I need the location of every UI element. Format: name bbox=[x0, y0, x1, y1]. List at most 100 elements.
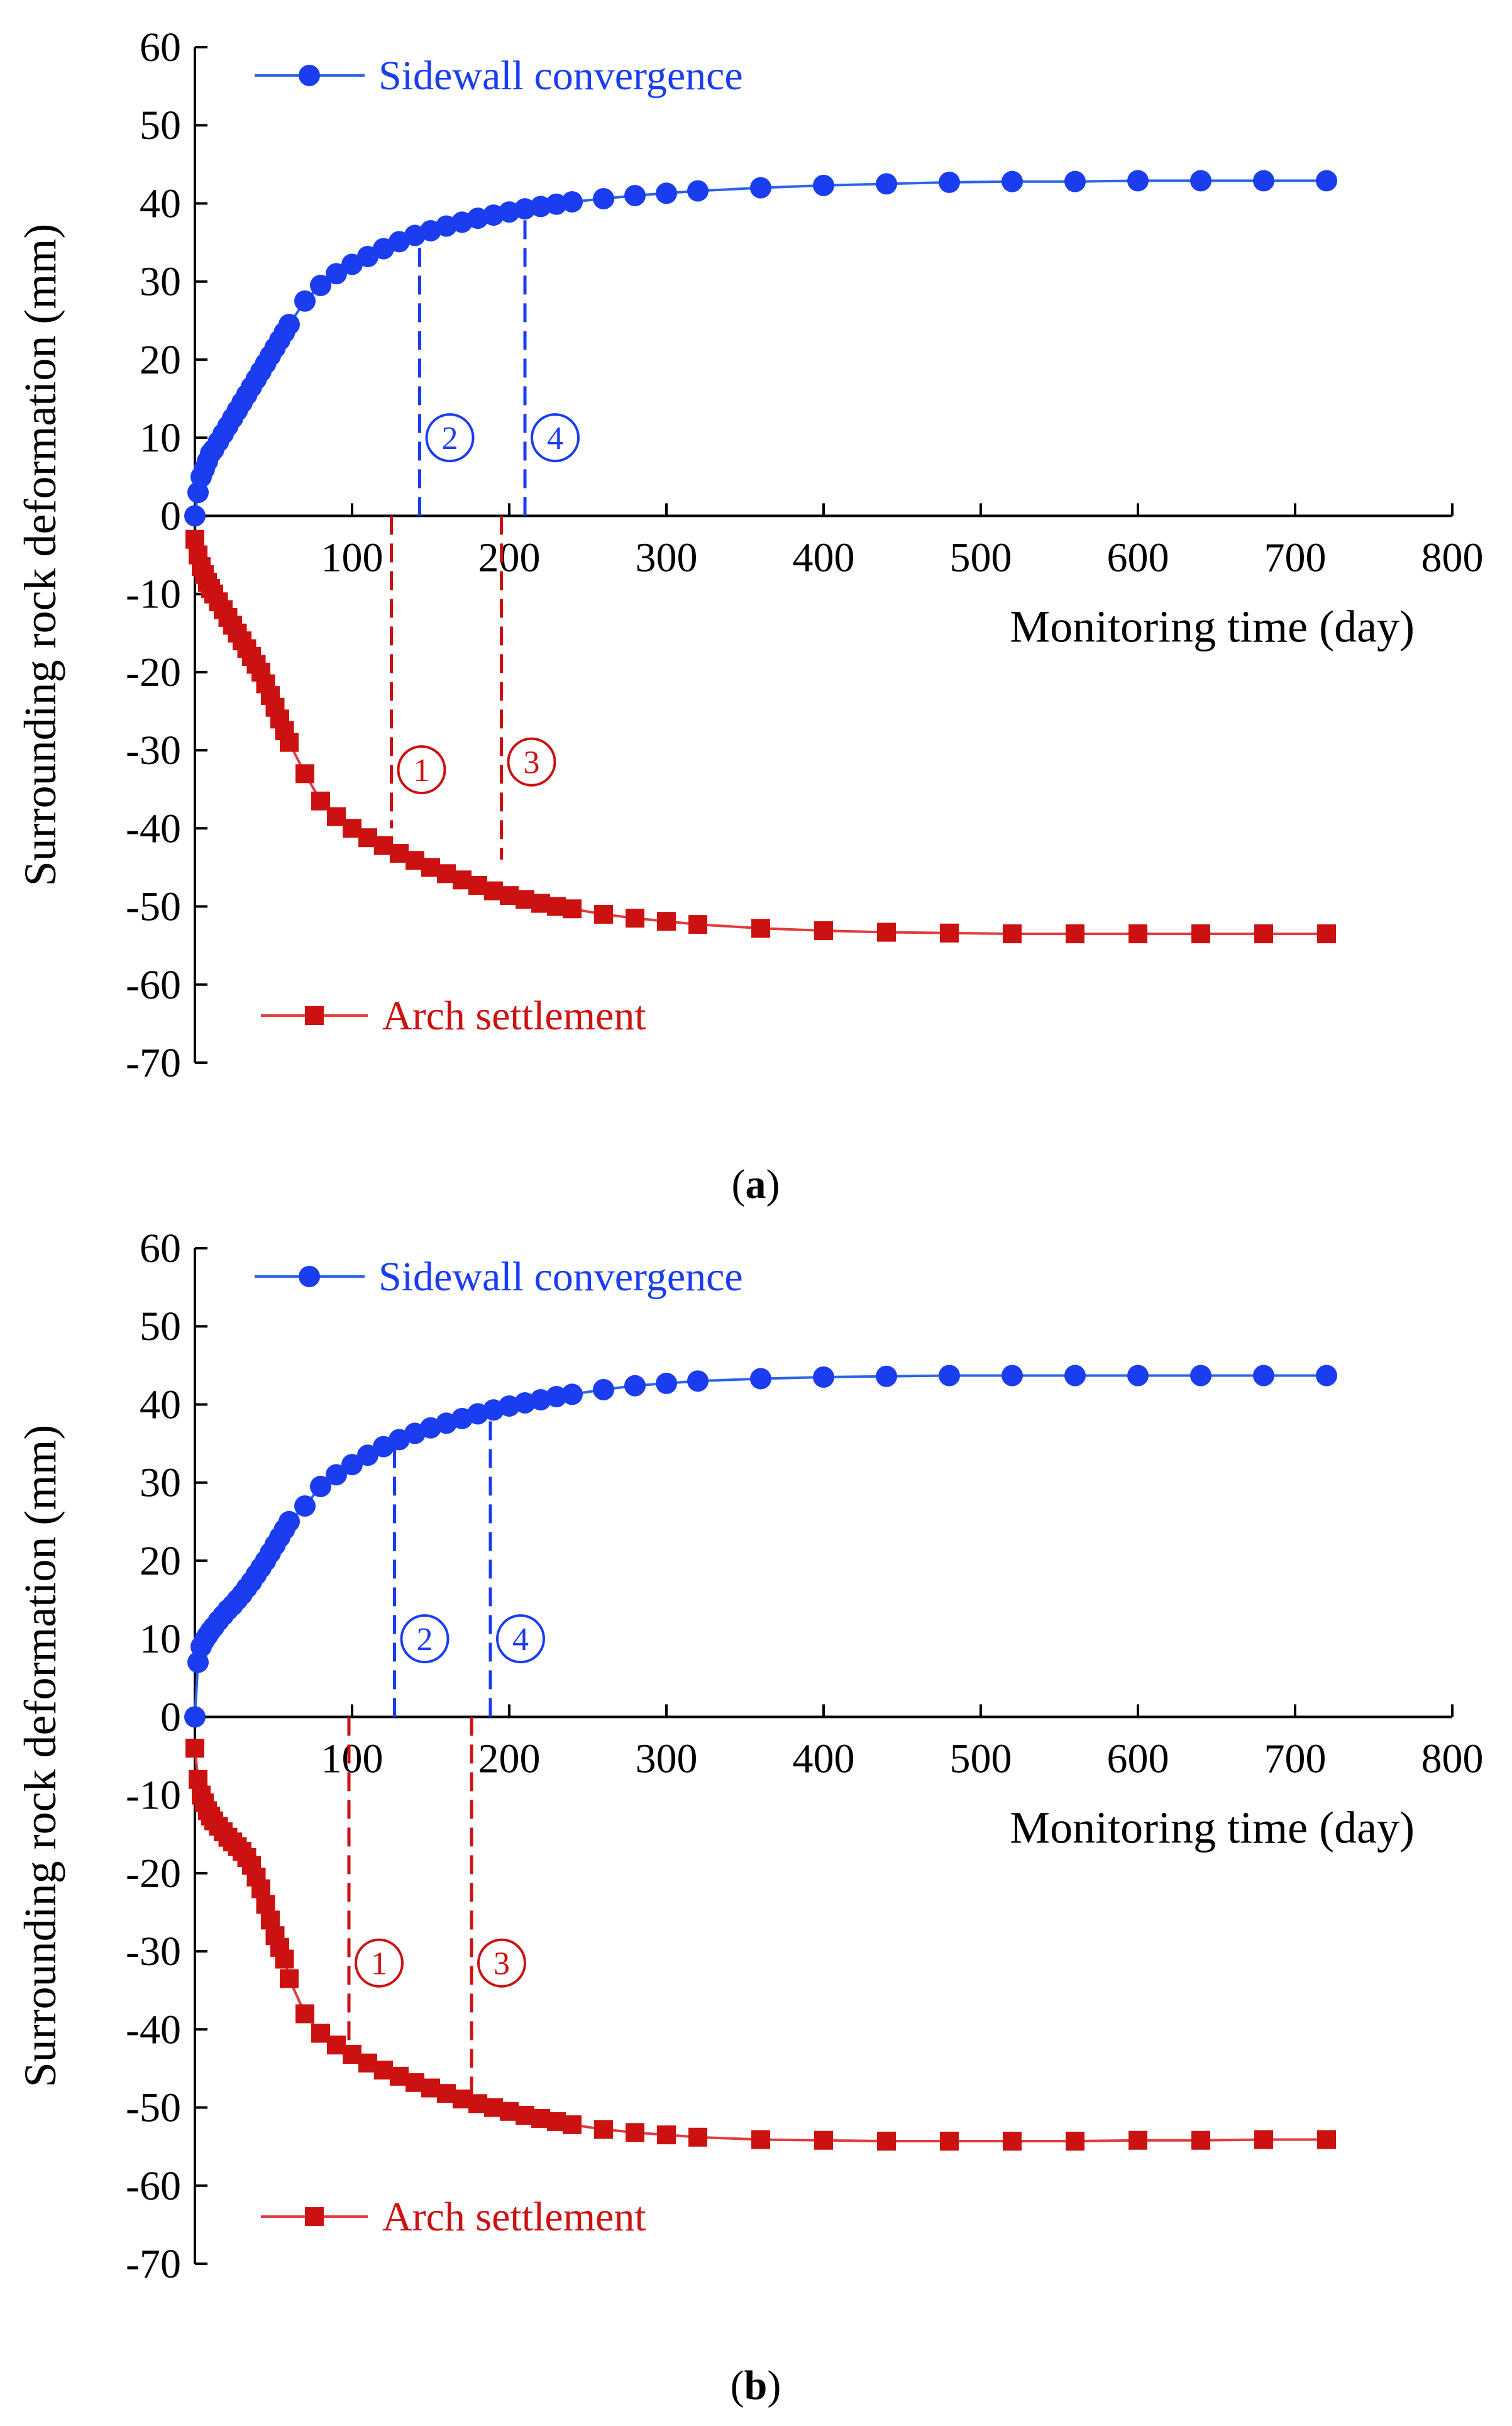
arch-settlement-point bbox=[295, 764, 314, 784]
x-tick-label: 200 bbox=[478, 1736, 541, 1781]
sidewall-convergence-point bbox=[279, 314, 300, 336]
y-tick-label: 30 bbox=[140, 259, 181, 305]
sidewall-convergence-point bbox=[279, 1510, 300, 1532]
y-tick-label: -10 bbox=[126, 572, 181, 618]
stage-marker-label: 3 bbox=[524, 745, 540, 781]
sidewall-convergence-point bbox=[876, 1365, 897, 1387]
stage-marker-circle bbox=[400, 1614, 450, 1664]
legend-arch-label: Arch settlement bbox=[382, 993, 646, 1039]
y-tick-label: -30 bbox=[126, 728, 181, 773]
sidewall-convergence-point bbox=[813, 1366, 834, 1388]
sidewall-convergence-point bbox=[341, 1454, 363, 1476]
arch-settlement-point bbox=[877, 922, 896, 942]
caption-letter: b bbox=[744, 2362, 768, 2408]
x-tick-label: 100 bbox=[321, 534, 384, 580]
y-tick-label: -20 bbox=[126, 1851, 181, 1897]
sidewall-convergence-point bbox=[1064, 1365, 1086, 1387]
arch-settlement-point bbox=[295, 2004, 314, 2024]
sidewall-convergence-line bbox=[194, 179, 1327, 516]
sidewall-convergence-point bbox=[1002, 1365, 1023, 1387]
sidewall-convergence-point bbox=[656, 1372, 677, 1394]
sidewall-convergence-point bbox=[687, 1370, 709, 1392]
stage-marker-circle bbox=[531, 413, 580, 463]
arch-settlement-point bbox=[688, 915, 707, 934]
arch-settlement-point bbox=[940, 2131, 959, 2151]
arch-settlement-point bbox=[1128, 2130, 1147, 2150]
y-tick-label: 60 bbox=[140, 25, 181, 70]
sidewall-convergence-point bbox=[939, 171, 960, 193]
stage-marker-circle bbox=[355, 1938, 404, 1988]
legend-arch-marker bbox=[305, 1006, 324, 1025]
sidewall-convergence-point bbox=[1190, 170, 1211, 192]
sidewall-convergence-point bbox=[593, 188, 614, 210]
arch-settlement-point bbox=[657, 2125, 676, 2145]
stage-marker-label: 2 bbox=[442, 421, 458, 457]
sidewall-convergence-point bbox=[1253, 170, 1274, 192]
stage-marker-label: 3 bbox=[494, 1946, 510, 1982]
legend-sidewall-marker bbox=[299, 1266, 320, 1287]
sidewall-convergence-point bbox=[813, 174, 834, 196]
y-tick-label: 40 bbox=[140, 180, 181, 226]
sidewall-convergence-line bbox=[194, 1374, 1327, 1717]
sidewall-convergence-point bbox=[750, 177, 771, 199]
y-tick-label: 60 bbox=[140, 1226, 181, 1271]
sidewall-convergence-point bbox=[624, 185, 646, 207]
y-tick-label: 10 bbox=[140, 415, 181, 461]
arch-settlement-point bbox=[626, 909, 644, 928]
y-tick-label: -70 bbox=[126, 1040, 181, 1086]
sidewall-convergence-point bbox=[939, 1365, 960, 1387]
arch-settlement-point bbox=[751, 2130, 770, 2149]
y-axis-title: Surrounding rock deformation (mm) bbox=[15, 1425, 65, 2088]
sidewall-convergence-point bbox=[1253, 1365, 1274, 1387]
arch-settlement-point bbox=[877, 2131, 896, 2151]
stage-marker-label: 2 bbox=[417, 1622, 433, 1658]
arch-settlement-point bbox=[1317, 2130, 1336, 2149]
arch-settlement-point bbox=[814, 2130, 833, 2150]
arch-settlement-point bbox=[688, 2127, 707, 2147]
caption-letter: a bbox=[746, 1161, 766, 1207]
sidewall-convergence-point bbox=[750, 1368, 771, 1390]
arch-settlement-point bbox=[563, 2115, 582, 2134]
sidewall-convergence-point bbox=[184, 1706, 206, 1728]
y-tick-label: -60 bbox=[126, 962, 181, 1008]
sidewall-convergence-point bbox=[326, 1464, 347, 1486]
x-tick-label: 300 bbox=[636, 1736, 698, 1781]
sidewall-convergence-point bbox=[1316, 1365, 1337, 1387]
sidewall-convergence-point bbox=[1190, 1365, 1211, 1387]
y-tick-label: 10 bbox=[140, 1616, 181, 1662]
sidewall-convergence-point bbox=[310, 1475, 331, 1497]
arch-settlement-point bbox=[1254, 2130, 1273, 2149]
sidewall-convergence-point bbox=[593, 1378, 614, 1400]
arch-settlement-point bbox=[1003, 2131, 1022, 2151]
arch-settlement-point bbox=[280, 733, 299, 752]
y-tick-label: -60 bbox=[126, 2163, 181, 2209]
stage-marker-circle bbox=[425, 413, 475, 463]
y-tick-label: 0 bbox=[160, 1694, 181, 1740]
arch-settlement-point bbox=[1066, 924, 1084, 944]
y-tick-label: -70 bbox=[126, 2241, 181, 2287]
y-tick-label: -50 bbox=[126, 2085, 181, 2131]
arch-settlement-point bbox=[1128, 924, 1147, 944]
y-tick-label: -30 bbox=[126, 1929, 181, 1975]
caption-paren-open: ( bbox=[732, 1161, 746, 1207]
sidewall-convergence-point bbox=[546, 193, 567, 215]
sidewall-convergence-point bbox=[624, 1375, 646, 1397]
arch-settlement-point bbox=[563, 899, 582, 919]
stage-marker-circle bbox=[507, 737, 556, 787]
arch-settlement-point bbox=[940, 923, 959, 943]
x-tick-label: 800 bbox=[1421, 534, 1484, 580]
y-tick-label: 20 bbox=[140, 337, 181, 383]
x-tick-label: 200 bbox=[478, 534, 541, 580]
x-tick-label: 600 bbox=[1107, 1736, 1169, 1781]
sidewall-convergence-point bbox=[1064, 170, 1086, 192]
stage-marker-circle bbox=[397, 745, 446, 795]
sidewall-convergence-point bbox=[514, 198, 536, 220]
arch-settlement-point bbox=[1317, 924, 1336, 944]
caption-paren-close: ) bbox=[767, 2362, 781, 2408]
legend-sidewall-marker bbox=[299, 65, 320, 86]
legend-arch-label: Arch settlement bbox=[382, 2194, 646, 2240]
sidewall-convergence-point bbox=[1002, 170, 1023, 192]
y-tick-label: 0 bbox=[160, 493, 181, 539]
